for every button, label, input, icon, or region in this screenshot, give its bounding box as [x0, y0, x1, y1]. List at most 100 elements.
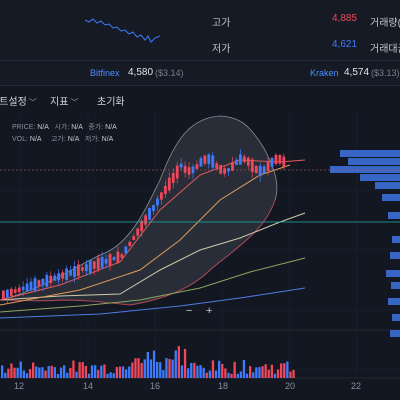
trade-amount-label: 거래대금 [370, 44, 400, 55]
candle-body [274, 154, 278, 165]
volume-bar [4, 372, 7, 378]
depth-bar [391, 282, 400, 289]
candle-body [9, 288, 13, 296]
candle-body [144, 215, 147, 225]
volume-bar [87, 373, 91, 378]
low-label: 저가 [212, 44, 231, 55]
volume-bar [187, 368, 190, 378]
volume-bar [165, 358, 168, 378]
candle-body [136, 228, 140, 236]
volume-bar [112, 373, 115, 378]
volume-bar [289, 371, 292, 378]
candle-body [124, 246, 128, 254]
candle-body [254, 165, 258, 173]
volume-bar [283, 363, 286, 378]
chevron-down-icon: ﹀ [70, 98, 79, 107]
depth-bar [388, 212, 400, 219]
volume-bar [66, 372, 69, 378]
candle-body [152, 204, 155, 212]
volume-bar [13, 367, 16, 378]
candle-body [156, 198, 159, 206]
zoom-out-button[interactable]: − [186, 305, 193, 317]
depth-bar [348, 158, 400, 165]
x-tick-label: 12 [14, 381, 25, 391]
volume-bar [208, 370, 211, 378]
indicators-label: 지표 [50, 97, 69, 108]
candle-body [104, 258, 108, 264]
candle-body [57, 273, 61, 281]
candle-body [211, 155, 215, 168]
x-tick-label: 22 [351, 381, 362, 391]
high-label: 고가 [212, 18, 231, 29]
volume-bar [190, 362, 193, 378]
volume-bar [214, 370, 218, 378]
exchange-name-bitfinex[interactable]: Bitfinex [90, 68, 120, 78]
volume-bar [41, 367, 44, 378]
low-label-ohlc: 저가: [84, 136, 100, 143]
volume-bar [1, 365, 4, 378]
candle-body [2, 290, 5, 300]
chevron-down-icon: ﹀ [28, 98, 37, 107]
ohlc-readout-2: VOL: N/A 고가: N/A 저가: N/A [12, 134, 113, 144]
candle-body [203, 155, 207, 164]
depth-bar [388, 298, 400, 305]
depth-bar [330, 166, 400, 173]
exchange-price-kraken: 4,574 [344, 67, 370, 78]
high-label-ohlc: 고가: [50, 136, 66, 143]
volume-bar [78, 362, 81, 378]
candle-body [77, 264, 80, 277]
volume-bar [19, 361, 22, 378]
volume-bar [118, 366, 122, 378]
reset-button[interactable]: 초기화 [97, 93, 125, 108]
volume-bar [205, 372, 208, 378]
volume-bar [128, 366, 131, 378]
zoom-in-button[interactable]: + [206, 305, 213, 317]
candle-body [84, 264, 88, 272]
candlestick-chart[interactable] [0, 112, 400, 400]
volume-bar [242, 360, 246, 378]
depth-bar [392, 314, 400, 321]
candle-body [250, 159, 254, 172]
volume-bar [75, 371, 78, 378]
x-tick-label: 20 [285, 381, 296, 391]
candle-body [17, 287, 21, 293]
volume-bar [273, 373, 277, 378]
volume-bar [131, 362, 134, 378]
vol-label: VOL: [12, 136, 28, 143]
candle-body [33, 278, 37, 292]
ohlc-readout: PRICE: N/A 시가: N/A 종가: N/A [12, 122, 117, 132]
volume-bar [149, 359, 153, 378]
candle-body [219, 164, 223, 174]
chart-settings-button[interactable]: 차트설정﹀ [0, 93, 37, 108]
indicators-button[interactable]: 지표 ﹀ [50, 93, 78, 108]
volume-bar [177, 346, 180, 378]
exchange-price-bitfinex: 4,580 [128, 67, 154, 78]
volume-bar [211, 360, 215, 378]
volume-bar [224, 368, 227, 378]
volume-bar [81, 362, 84, 378]
candle-body [100, 257, 104, 268]
volume-bar [100, 365, 103, 378]
open-label: 시가: [54, 124, 70, 131]
candle-body [45, 274, 49, 287]
volume-bar [35, 366, 38, 378]
candle-body [128, 241, 132, 247]
candle-body [61, 272, 65, 279]
volume-bar [97, 369, 100, 378]
volume-bar [196, 365, 199, 378]
exchange-name-kraken[interactable]: Kraken [310, 68, 339, 78]
volume-bar [16, 367, 19, 378]
candle-body [21, 286, 25, 291]
candle-body [282, 156, 286, 168]
candle-body [231, 162, 234, 171]
volume-bar [143, 359, 146, 378]
volume-bar [255, 367, 258, 378]
candle-body [13, 289, 17, 293]
candle-body [266, 161, 270, 171]
mini-price-chart [85, 18, 160, 43]
x-tick-label: 16 [150, 381, 161, 391]
candle-body [29, 281, 33, 291]
volume-bar [236, 373, 239, 378]
depth-bar [390, 330, 400, 337]
volume-bar [239, 371, 242, 378]
